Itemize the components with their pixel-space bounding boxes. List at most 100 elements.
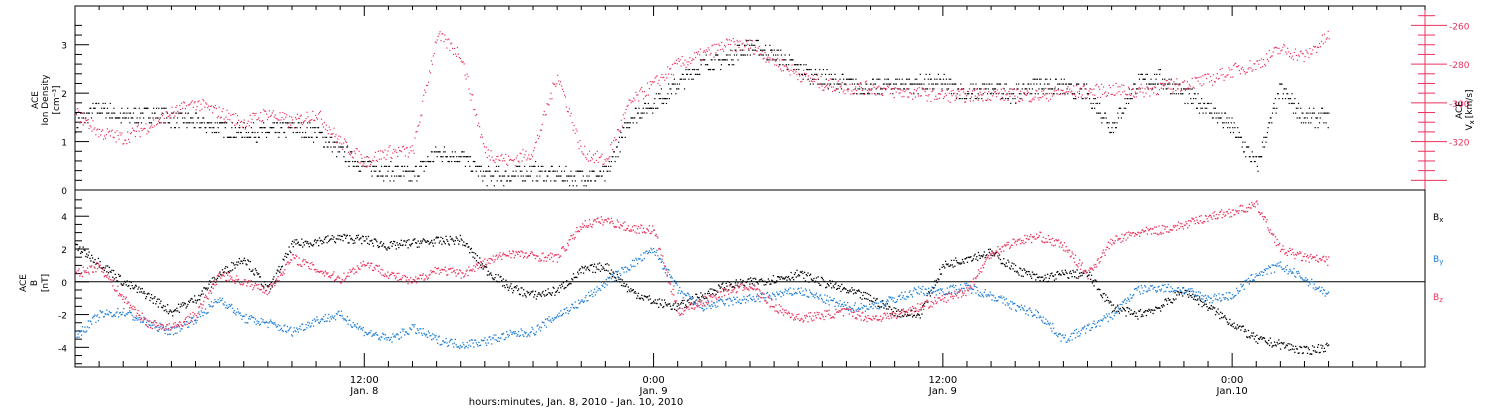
top-series-0-point [1127,98,1129,100]
top-series-1-point [957,89,959,91]
top-series-0-point [531,165,533,167]
bottom-series-0-point [565,286,567,289]
bottom-series-0-point [1201,305,1203,308]
top-series-0-point [111,112,113,114]
bottom-series-0-point [588,269,591,272]
top-series-0-point [1015,83,1018,85]
top-series-1-point [92,120,94,122]
bottom-series-1-point [352,322,354,324]
top-series-0-point [1209,112,1211,114]
top-series-0-point [119,112,122,114]
bottom-series-1-point [282,330,284,333]
top-series-0-point [720,68,722,71]
top-series-0-point [119,117,121,119]
top-series-1-point [81,112,83,114]
bottom-series-0-point [1230,325,1233,327]
top-series-0-point [918,83,920,85]
bottom-series-0-point [83,249,85,251]
top-series-1-point [453,53,455,56]
top-series-0-point [942,78,945,80]
top-series-0-point [1242,151,1245,153]
top-series-1-point [376,160,379,163]
top-series-1-point [670,73,673,76]
bottom-series-0-point [918,314,921,316]
top-series-1-point [187,104,190,106]
top-series-1-point [201,108,203,110]
top-series-0-point [1328,112,1330,114]
bottom-series-1-point [107,313,109,315]
bottom-series-1-point [206,312,208,314]
top-series-1-point [1004,90,1006,92]
bottom-series-0-point [258,276,261,278]
bottom-series-1-point [86,326,89,328]
top-series-0-point [589,180,592,182]
top-series-0-point [1210,102,1212,105]
bottom-series-1-point [367,332,370,335]
top-series-0-point [749,54,751,56]
bottom-series-0-point [1108,302,1110,304]
top-series-0-point [242,127,244,129]
bottom-series-1-point [208,303,210,306]
top-series-0-point [1133,83,1135,85]
bottom-series-1-point [144,318,146,321]
top-series-0-point [788,54,791,56]
top-series-1-point [669,68,671,70]
top-series-1-point [1102,86,1105,88]
top-series-0-point [298,122,300,124]
top-series-0-point [1074,98,1076,100]
top-series-0-point [663,98,665,100]
bottom-series-0-point [636,297,638,299]
top-series-1-point [1256,60,1258,62]
top-series-1-point [392,152,394,154]
top-series-1-point [984,91,986,93]
bottom-series-0-point [172,310,175,313]
bottom-series-0-point [1131,313,1133,315]
top-series-1-point [1275,46,1277,48]
bottom-series-0-point [1158,307,1160,309]
bottom-series-0-point [1300,346,1302,349]
top-series-1-point [817,83,819,85]
top-series-0-point [578,170,580,172]
top-series-0-point [203,122,205,124]
bottom-series-1-point [242,315,245,317]
top-series-0-point [1172,88,1175,90]
top-series-0-point [558,175,560,177]
top-series-1-point [614,137,616,139]
top-series-0-point [238,127,240,129]
bottom-series-0-point [201,290,203,292]
bottom-series-0-point [828,285,830,287]
top-series-1-point [1165,80,1167,82]
top-series-1-point [1302,53,1304,55]
bottom-series-0-point [814,280,817,282]
top-series-1-point [480,134,483,136]
top-series-0-point [610,165,612,167]
bottom-series-0-point [896,315,899,317]
bottom-series-0-point [1257,342,1259,344]
top-series-0-point [199,122,201,124]
top-series-1-point [737,41,739,43]
bottom-series-0-point [1207,309,1209,311]
bottom-series-0-point [559,284,561,287]
bottom-series-0-point [764,280,766,282]
top-series-0-point [932,88,934,90]
bottom-series-0-point [678,304,680,306]
top-series-1-point [1140,83,1142,86]
top-series-1-point [797,78,799,81]
top-series-0-point [1287,93,1289,95]
bottom-series-0-point [946,264,948,266]
top-series-0-point [404,170,406,172]
top-series-1-point [1151,89,1153,91]
top-series-1-point [768,61,770,63]
top-series-1-point [1304,55,1306,58]
bottom-series-0-point [886,303,888,305]
top-series-1-point [1181,89,1183,92]
bottom-series-0-point [899,310,901,313]
bottom-series-0-point [415,242,417,244]
top-series-1-point [1031,99,1033,101]
top-series-0-point [724,59,726,61]
bottom-series-0-point [696,296,699,298]
top-series-0-point [153,112,156,114]
top-series-0-point [963,98,966,100]
top-series-0-point [1293,102,1295,105]
top-series-0-point [144,107,146,109]
